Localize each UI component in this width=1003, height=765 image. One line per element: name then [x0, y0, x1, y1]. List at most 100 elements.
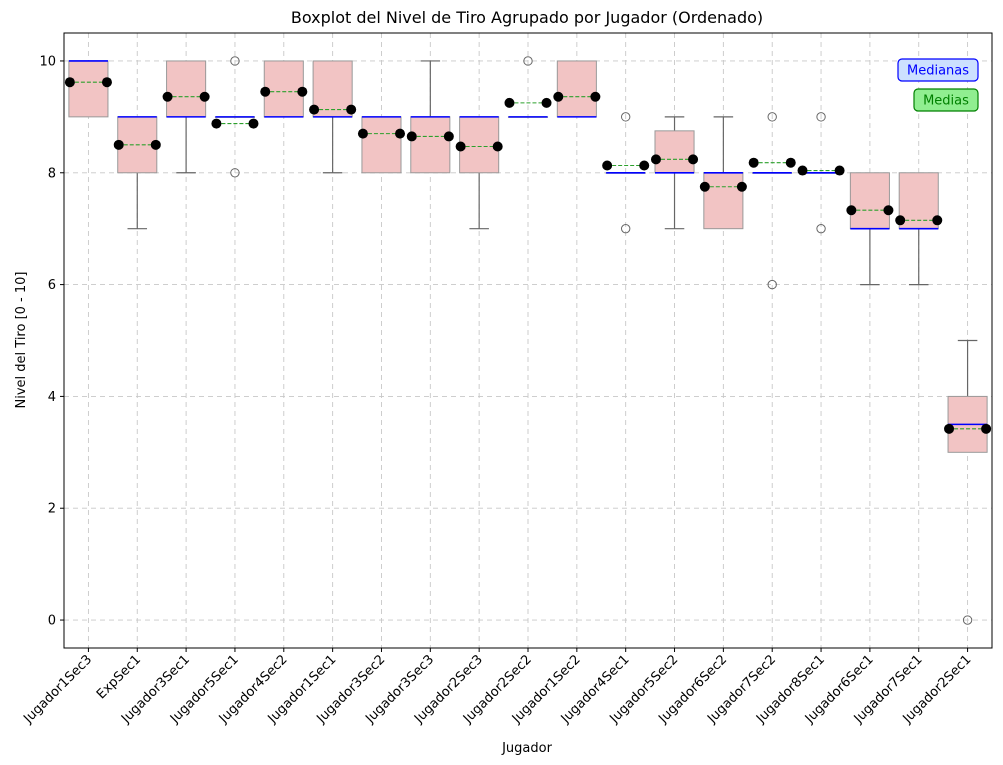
- box-body: [68, 60, 109, 118]
- box-Jugador6Sec2: [699, 116, 747, 230]
- mean-marker-right: [150, 139, 161, 150]
- box-Jugador8Sec1: [797, 112, 845, 234]
- flier-point: [767, 112, 777, 122]
- mean-marker-left: [162, 91, 173, 102]
- box-ExpSec1: [113, 116, 161, 230]
- flier-point: [620, 223, 631, 234]
- box-Jugador7Sec2: [748, 112, 796, 290]
- box-body: [361, 116, 402, 174]
- box-body: [263, 60, 304, 118]
- mean-marker-right: [395, 128, 406, 139]
- box-body: [459, 116, 500, 174]
- legend-item-medianas: Medianas: [897, 58, 979, 82]
- plot-frame: [63, 32, 993, 649]
- x-axis-label: Jugador: [501, 741, 552, 756]
- grid: [64, 33, 992, 648]
- mean-marker-right: [492, 141, 503, 152]
- flier-point: [962, 615, 973, 625]
- mean-marker-right: [834, 165, 845, 176]
- y-axis-label: Nivel del Tiro [0 - 10]: [14, 272, 29, 409]
- mean-marker-right: [981, 423, 992, 434]
- box-body: [654, 130, 695, 174]
- box-Jugador5Sec1: [211, 56, 259, 178]
- mean-marker-right: [541, 97, 552, 108]
- mean-marker-right: [443, 131, 454, 142]
- flier-point: [523, 56, 533, 66]
- box-Jugador3Sec2: [357, 116, 406, 174]
- legend-label: Medianas: [907, 64, 969, 79]
- box-body: [703, 172, 744, 230]
- box-Jugador5Sec2: [650, 116, 699, 230]
- mean-marker-left: [553, 91, 564, 102]
- mean-marker-right: [101, 77, 112, 88]
- mean-marker-right: [297, 86, 308, 97]
- flier-point: [816, 223, 826, 234]
- mean-marker-left: [113, 139, 124, 150]
- box-Jugador2Sec2: [504, 56, 552, 118]
- mean-marker-right: [639, 160, 650, 171]
- y-tick-label: 8: [48, 166, 56, 181]
- y-tick-label: 6: [48, 278, 56, 293]
- y-tick-label: 10: [39, 54, 56, 69]
- legend: Medianas Medias: [897, 58, 979, 112]
- mean-marker-right: [590, 91, 601, 102]
- box-body: [849, 172, 890, 230]
- box-Jugador1Sec1: [309, 60, 357, 174]
- box-Jugador3Sec1: [162, 60, 210, 174]
- mean-marker-right: [688, 154, 699, 165]
- x-tick-label: Jugador1Sec3: [20, 652, 95, 727]
- legend-box: [913, 88, 979, 112]
- mean-marker-right: [736, 181, 747, 192]
- box-body: [166, 60, 207, 118]
- legend-label: Medias: [923, 94, 969, 109]
- box-Jugador4Sec1: [602, 112, 650, 234]
- flier-point: [816, 112, 826, 122]
- mean-marker-left: [309, 104, 320, 115]
- box-body: [410, 116, 451, 174]
- y-tick-label: 0: [48, 614, 56, 629]
- box-Jugador2Sec3: [455, 116, 503, 230]
- mean-marker-left: [748, 157, 759, 168]
- mean-marker-left: [406, 131, 417, 142]
- flier-point: [230, 168, 240, 178]
- mean-marker-right: [883, 205, 894, 216]
- y-tick-label: 4: [48, 390, 56, 405]
- flier-point: [620, 112, 631, 122]
- mean-marker-left: [64, 77, 75, 88]
- mean-marker-left: [895, 215, 906, 226]
- flier-point: [230, 56, 240, 66]
- box-Jugador2Sec1: [944, 339, 992, 625]
- mean-marker-left: [211, 118, 222, 129]
- legend-box: [897, 58, 979, 82]
- box-body: [898, 172, 939, 230]
- mean-marker-right: [248, 118, 259, 129]
- mean-marker-left: [650, 154, 661, 165]
- box-body: [312, 60, 353, 118]
- x-tick-label: ExpSec1: [94, 652, 144, 702]
- mean-marker-right: [199, 91, 210, 102]
- y-tick-label: 2: [48, 502, 56, 517]
- flier-point: [767, 279, 777, 290]
- boxes: [64, 56, 992, 625]
- box-Jugador1Sec2: [553, 60, 601, 118]
- mean-marker-left: [944, 423, 955, 434]
- chart-title: Boxplot del Nivel de Tiro Agrupado por J…: [291, 8, 763, 27]
- mean-marker-left: [455, 141, 466, 152]
- box-body: [556, 60, 597, 118]
- box-Jugador6Sec1: [846, 172, 894, 286]
- box-Jugador1Sec3: [64, 60, 112, 118]
- mean-marker-left: [699, 181, 710, 192]
- legend-item-medias: Medias: [913, 88, 979, 112]
- mean-marker-left: [260, 86, 271, 97]
- box-Jugador3Sec3: [406, 60, 454, 174]
- mean-marker-left: [602, 160, 613, 171]
- mean-marker-left: [357, 128, 368, 139]
- box-Jugador7Sec1: [895, 172, 943, 286]
- mean-marker-right: [785, 157, 796, 168]
- box-Jugador4Sec2: [260, 60, 308, 118]
- mean-marker-right: [346, 104, 357, 115]
- mean-marker-right: [932, 215, 943, 226]
- mean-marker-left: [504, 97, 515, 108]
